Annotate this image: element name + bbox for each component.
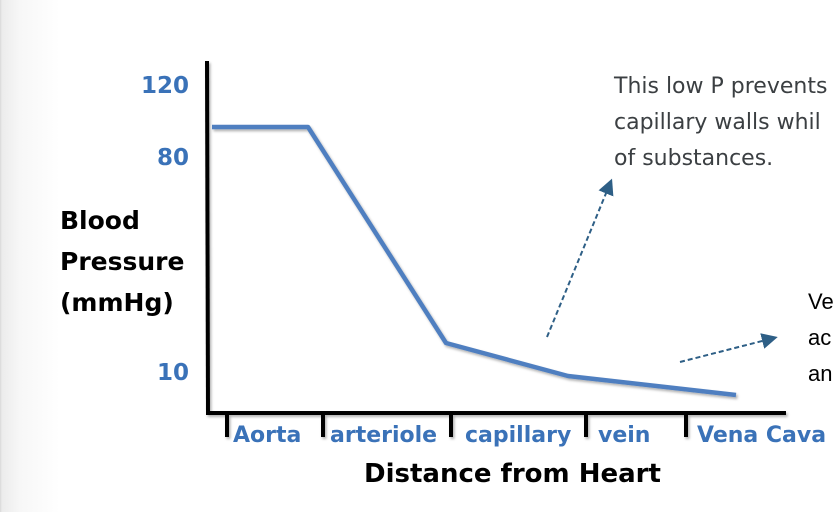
annotation-capillary-line2: capillary walls whil [614, 110, 821, 135]
annotation-vein-line2: ac [808, 325, 832, 350]
annotation-vein: Ve ac an [808, 284, 834, 392]
annotation-vein-line1: Ve [808, 289, 834, 314]
arrow-vein-note [679, 333, 778, 363]
x-axis-title: Distance from Heart [364, 459, 661, 489]
x-category-vein: vein [598, 423, 651, 448]
y-tick-120: 120 [140, 73, 189, 99]
y-axis-title: Blood Pressure (mmHg) [60, 200, 184, 323]
annotation-capillary: This low P prevents capillary walls whil… [614, 69, 827, 177]
x-category-capillary: capillary [465, 423, 572, 448]
axes [205, 60, 786, 437]
annotation-vein-line3: an [808, 361, 833, 386]
x-category-vena-cava: Vena Cava [697, 423, 827, 448]
y-tick-10: 10 [156, 360, 189, 386]
arrow-capillary-note [546, 178, 614, 338]
slide-edge-shadow [0, 0, 60, 512]
y-axis-title-line2: Pressure [60, 247, 185, 276]
annotation-capillary-line3: of substances. [614, 146, 774, 171]
x-category-aorta: Aorta [233, 423, 302, 448]
y-tick-80: 80 [156, 145, 189, 171]
y-axis-title-line1: Blood [60, 206, 140, 235]
annotation-capillary-line1: This low P prevents [614, 74, 828, 99]
y-axis-title-line3: (mmHg) [60, 288, 174, 317]
x-category-arteriole: arteriole [330, 423, 438, 448]
blood-pressure-line [212, 124, 737, 398]
